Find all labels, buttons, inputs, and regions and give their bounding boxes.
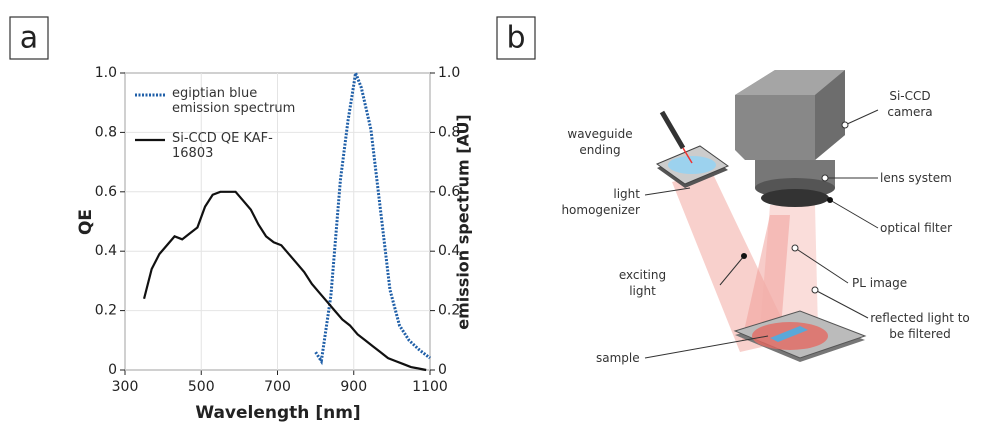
x-tick-label: 300 — [112, 379, 139, 395]
camera-top — [735, 70, 845, 95]
label: exciting light — [618, 268, 667, 298]
y2-tick-label: 0.6 — [438, 184, 460, 200]
x-tick-label: 700 — [264, 379, 291, 395]
y-tick-label: 0.8 — [95, 124, 117, 140]
sample — [770, 326, 808, 342]
y2-tick-label: 0 — [438, 362, 447, 378]
x-tick-label: 500 — [188, 379, 215, 395]
y2-tick-label: 0.4 — [438, 243, 460, 259]
panel-label: b — [506, 21, 525, 56]
y2-tick-label: 0.2 — [438, 303, 460, 319]
laser — [682, 147, 693, 164]
waveguide — [659, 110, 686, 150]
series-line — [314, 67, 431, 366]
panel-box — [496, 16, 536, 60]
diagram — [644, 70, 879, 362]
y-axis-label: QE — [76, 209, 96, 235]
y-tick-label: 0 — [108, 362, 117, 378]
legend-label: egiptian blue emission spectrum — [172, 86, 296, 116]
y2-tick-label: 0.8 — [438, 124, 460, 140]
y-tick-label: 0.6 — [95, 184, 117, 200]
y-tick-label: 1.0 — [95, 65, 117, 81]
reflected-beam — [742, 215, 790, 340]
leaders — [644, 109, 879, 359]
camera-side — [815, 70, 845, 160]
series-line — [142, 190, 427, 372]
y-tick-label: 0.2 — [95, 303, 117, 319]
x-axis-label: Wavelength [nm] — [195, 403, 360, 423]
label: reflected light to be filtered — [870, 311, 970, 341]
label: sample — [596, 351, 640, 365]
label: optical filter — [880, 221, 953, 235]
y2-axis-label: emission spectrum [AU] — [454, 114, 473, 329]
panel-label: a — [20, 21, 38, 56]
x-tick-label: 900 — [340, 379, 367, 395]
filter — [761, 189, 829, 207]
label: light homogenizer — [561, 187, 640, 217]
homogenizer-lens — [668, 156, 716, 174]
label: lens system — [880, 171, 952, 185]
legend-label: Si-CCD QE KAF-16803 — [172, 131, 273, 161]
y-tick-label: 0.4 — [95, 243, 117, 259]
panel-box — [9, 16, 49, 60]
label: waveguide ending — [567, 127, 633, 157]
x-tick-label: 1100 — [412, 379, 448, 395]
label: PL image — [852, 276, 908, 290]
y2-tick-label: 1.0 — [438, 65, 460, 81]
label: Si-CCD camera — [887, 89, 933, 119]
